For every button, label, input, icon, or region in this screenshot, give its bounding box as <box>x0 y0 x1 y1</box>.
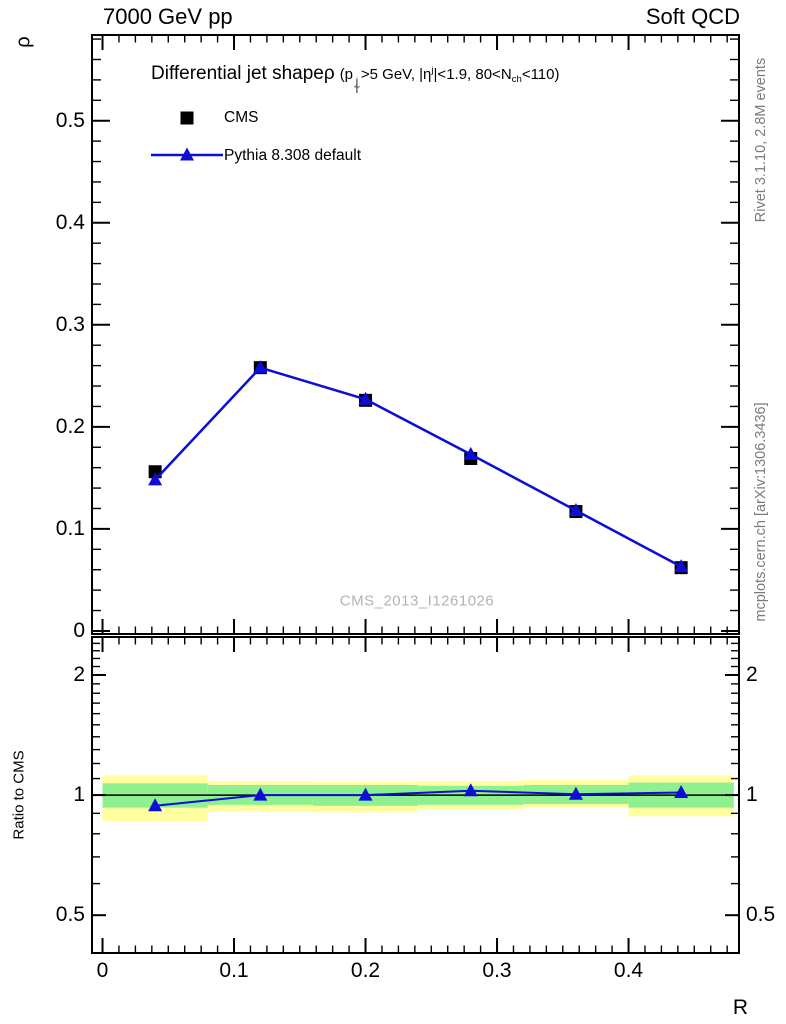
ratio-y-tick-label-left: 1 <box>73 783 85 807</box>
series-pythia-ratio <box>148 783 689 812</box>
pythia-data-marker <box>148 472 163 486</box>
main-panel-background <box>92 35 739 634</box>
tick-marks <box>92 35 739 953</box>
pythia-data-marker <box>180 147 194 161</box>
x-tick-label: 0 <box>96 959 109 982</box>
main-y-tick-label: 0.2 <box>55 414 85 438</box>
cms-data-marker <box>180 111 194 125</box>
pythia-data-marker <box>358 787 373 801</box>
pythia-data-marker <box>463 783 478 797</box>
ratio-y-tick-label-right: 2 <box>746 662 758 686</box>
pythia-line <box>154 366 682 568</box>
pythia-data-marker <box>463 446 478 460</box>
x-tick-label: 0.3 <box>482 959 512 982</box>
pythia-data-marker <box>253 360 268 374</box>
pythia-data-marker <box>358 391 373 405</box>
x-tick-label: 0.1 <box>219 959 249 982</box>
pythia-data-marker <box>253 787 268 801</box>
x-tick-label: 0.2 <box>350 959 381 982</box>
pythia-data-marker <box>674 785 689 799</box>
ratio-y-tick-label-right: 1 <box>746 783 758 807</box>
main-y-tick-label: 0 <box>73 618 85 642</box>
ratio-y-tick-label-right: 0.5 <box>746 903 776 927</box>
main-y-tick-label: 0.1 <box>55 516 85 540</box>
series-pythia <box>148 360 689 573</box>
pythia-data-marker <box>148 798 163 812</box>
x-tick-label: 0.4 <box>613 959 644 982</box>
ratio-y-tick-label-left: 2 <box>73 662 85 686</box>
pythia-data-marker <box>568 503 583 517</box>
main-y-tick-label: 0.4 <box>55 210 85 234</box>
ratio-y-tick-label-left: 0.5 <box>55 903 85 927</box>
pythia-ratio-line <box>155 789 682 807</box>
main-y-tick-label: 0.5 <box>55 108 85 132</box>
pythia-data-marker <box>568 786 583 800</box>
legend-markers <box>151 111 223 161</box>
pythia-data-marker <box>674 559 689 573</box>
main-y-tick-label: 0.3 <box>55 312 85 336</box>
